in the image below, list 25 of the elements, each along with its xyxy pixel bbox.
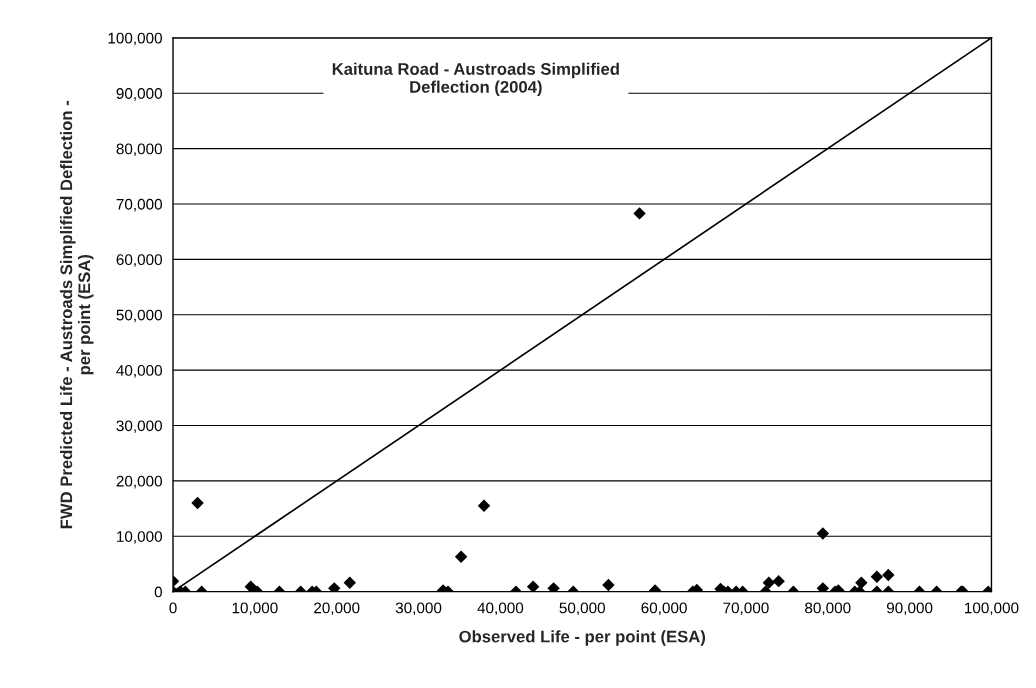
y-tick-label: 20,000 bbox=[116, 475, 162, 489]
x-tick-label: 30,000 bbox=[395, 602, 442, 616]
x-tick-label: 10,000 bbox=[232, 602, 278, 616]
y-tick-label: 100,000 bbox=[108, 32, 162, 46]
x-tick-label: 40,000 bbox=[477, 602, 524, 616]
y-tick-label: 90,000 bbox=[116, 88, 162, 101]
y-tick-label: 60,000 bbox=[116, 254, 162, 267]
x-tick-label: 50,000 bbox=[559, 602, 605, 616]
y-tick-label: 0 bbox=[154, 586, 162, 598]
x-tick-label: 100,000 bbox=[965, 602, 1019, 616]
x-tick-label: 20,000 bbox=[314, 602, 360, 616]
x-tick-label: 60,000 bbox=[641, 602, 687, 616]
x-tick-label: 70,000 bbox=[723, 602, 769, 616]
y-axis-title: FWD Predicted Life - Austroads Simplified Deflection - per point (ESA) bbox=[60, 100, 94, 529]
x-tick-label: 0 bbox=[169, 602, 177, 614]
y-tick-label: 50,000 bbox=[116, 309, 162, 323]
y-tick-label: 40,000 bbox=[116, 365, 162, 378]
x-tick-label: 90,000 bbox=[886, 602, 933, 616]
y-tick-label: 80,000 bbox=[116, 143, 162, 157]
y-tick-label: 30,000 bbox=[116, 420, 162, 434]
x-axis-title: Observed Life - per point (ESA) bbox=[459, 630, 706, 646]
x-tick-label: 80,000 bbox=[805, 602, 851, 616]
y-tick-label: 70,000 bbox=[116, 198, 162, 212]
y-tick-label: 10,000 bbox=[117, 531, 162, 544]
text: Kaituna Road - Austroads Simplified Deflection (2004) bbox=[332, 62, 619, 97]
